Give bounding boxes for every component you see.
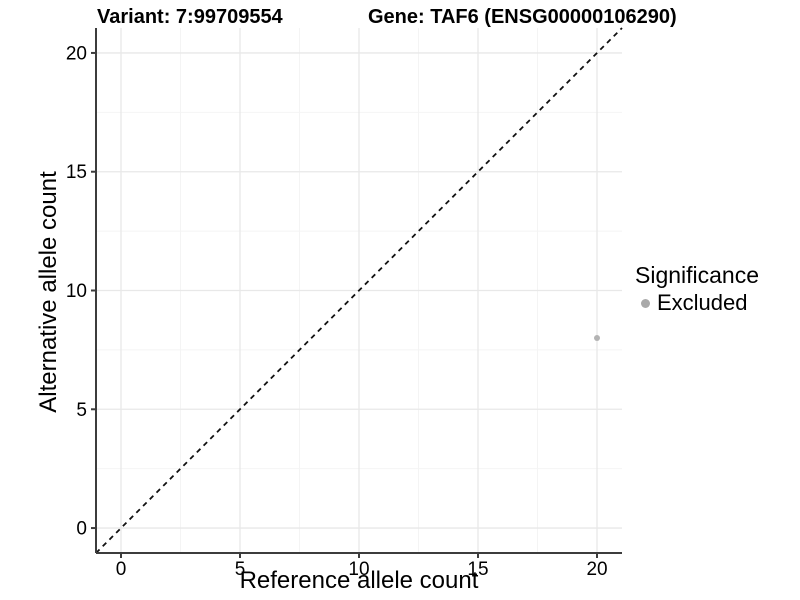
y-tick-label: 15 [66, 162, 87, 183]
plot-title-variant: Variant: 7:99709554 [97, 6, 283, 28]
legend-item-label: Excluded [657, 290, 748, 315]
y-axis-title: Alternative allele count [35, 171, 62, 413]
x-tick-label: 5 [235, 559, 246, 580]
y-tick-label: 10 [66, 281, 87, 302]
y-tick-label: 0 [76, 519, 87, 540]
x-tick-label: 0 [116, 559, 127, 580]
y-tick-label: 20 [66, 43, 87, 64]
legend-title: Significance [635, 262, 760, 288]
plot-title-gene: Gene: TAF6 (ENSG00000106290) [368, 6, 677, 28]
x-axis-title: Reference allele count [239, 567, 479, 594]
legend-item-excluded: Excluded [632, 290, 759, 316]
x-tick-label: 10 [348, 559, 369, 580]
x-tick-label: 15 [467, 559, 488, 580]
legend-point-icon [641, 298, 650, 308]
x-tick-label: 20 [586, 559, 607, 580]
identity-dashed-line [95, 27, 623, 554]
legend: Significance Excluded [632, 262, 759, 316]
data-point [594, 335, 601, 342]
y-tick-label: 5 [76, 400, 87, 421]
